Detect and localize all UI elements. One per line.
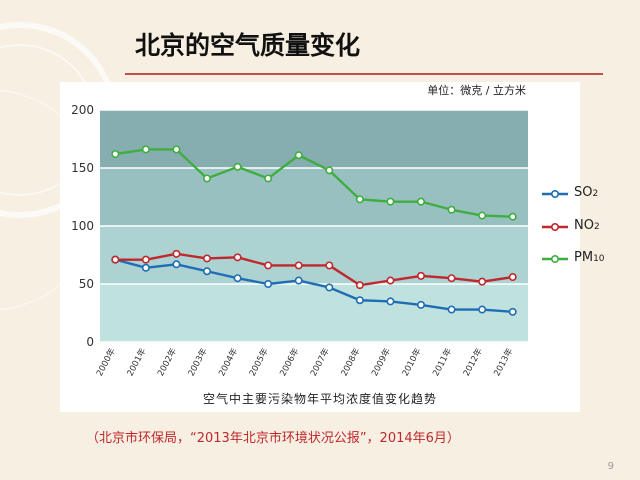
legend-label-text: SO xyxy=(574,185,593,200)
data-point xyxy=(203,254,212,263)
data-point xyxy=(478,211,487,220)
legend-label-text: PM xyxy=(574,250,594,265)
x-tick-label: 2005年 xyxy=(247,346,271,378)
chart-panel: 0 50 100 150 200 2000年 2001年 2002年 2003年 2004年 200… xyxy=(60,82,580,412)
data-point xyxy=(447,274,456,283)
data-point xyxy=(111,255,120,264)
source-citation: （北京市环保局，“2013年北京市环境状况公报”，2014年6月） xyxy=(86,431,460,446)
x-tick-label: 2010年 xyxy=(400,346,424,378)
data-point xyxy=(203,267,212,276)
data-point xyxy=(141,255,150,264)
data-point xyxy=(508,273,517,282)
data-point xyxy=(111,150,120,159)
data-point xyxy=(325,283,334,292)
data-point xyxy=(508,307,517,316)
y-tick-label: 0 xyxy=(86,335,94,349)
series-line-pm10 xyxy=(115,148,513,218)
data-point xyxy=(386,297,395,306)
x-tick-label: 2007年 xyxy=(308,346,332,378)
x-tick-label: 2001年 xyxy=(125,346,149,378)
data-point xyxy=(325,166,334,175)
x-tick-label: 2000年 xyxy=(94,346,118,378)
data-point xyxy=(172,145,181,154)
legend-label-no2: NO2 xyxy=(574,218,600,233)
y-tick-label: 50 xyxy=(79,277,94,291)
page-number: 9 xyxy=(607,461,614,472)
data-point xyxy=(416,300,425,309)
data-point xyxy=(416,271,425,280)
legend-swatch-marker xyxy=(550,223,559,232)
x-tick-label: 2002年 xyxy=(155,346,179,378)
y-tick-label: 200 xyxy=(71,103,94,117)
x-tick-label: 2012年 xyxy=(461,346,485,378)
x-tick-label: 2013年 xyxy=(492,346,516,378)
series-line-so2 xyxy=(114,258,513,314)
legend-label-subscript: 2 xyxy=(592,189,599,199)
data-point xyxy=(355,296,364,305)
y-tick-label: 100 xyxy=(71,219,94,233)
chart-caption: 空气中主要污染物年平均浓度值变化趋势 xyxy=(202,392,437,406)
data-point xyxy=(447,205,456,214)
data-point xyxy=(233,274,242,283)
data-point xyxy=(264,174,273,183)
x-tick-label: 2011年 xyxy=(430,346,454,378)
unit-label: 单位：微克 / 立方米 xyxy=(427,84,526,97)
data-point xyxy=(386,276,395,285)
data-point xyxy=(264,261,273,270)
x-tick-label: 2003年 xyxy=(186,346,210,378)
data-point xyxy=(478,277,487,286)
legend-swatch-marker xyxy=(550,190,559,199)
x-tick-label: 2008年 xyxy=(339,346,363,378)
data-point xyxy=(141,263,150,272)
data-point xyxy=(447,305,456,314)
data-point xyxy=(141,145,150,154)
data-point xyxy=(294,151,303,160)
data-point xyxy=(203,174,212,183)
plot-band xyxy=(100,168,528,226)
legend-swatch-marker xyxy=(550,255,559,264)
line-chart: 0 50 100 150 200 2000年 2001年 2002年 2003年 2004年 200… xyxy=(71,103,568,378)
x-tick-label: 2006年 xyxy=(278,346,302,378)
legend-label-text: NO xyxy=(574,218,594,233)
data-point xyxy=(172,249,181,258)
page-title: 北京的空气质量变化 xyxy=(135,31,361,60)
data-point xyxy=(294,261,303,270)
data-point xyxy=(233,253,242,262)
data-point xyxy=(508,212,517,221)
series-line-no2 xyxy=(115,252,513,287)
legend-label-pm10: PM10 xyxy=(574,250,605,265)
data-point xyxy=(325,261,334,270)
plot-band xyxy=(100,284,528,342)
data-point xyxy=(355,195,364,204)
y-tick-label: 150 xyxy=(71,161,94,175)
data-point xyxy=(355,281,364,290)
data-point xyxy=(478,305,487,314)
data-point xyxy=(294,276,303,285)
data-point xyxy=(264,280,273,289)
plot-band xyxy=(100,110,528,168)
legend-label-subscript: 10 xyxy=(593,254,605,264)
data-point xyxy=(172,260,181,269)
data-point xyxy=(386,197,395,206)
x-tick-label: 2004年 xyxy=(216,346,240,378)
data-point xyxy=(416,197,425,206)
data-point xyxy=(233,162,242,171)
title-divider xyxy=(125,73,603,75)
legend-label-so2: SO2 xyxy=(574,185,598,200)
x-tick-label: 2009年 xyxy=(369,346,393,378)
legend-label-subscript: 2 xyxy=(593,222,600,232)
